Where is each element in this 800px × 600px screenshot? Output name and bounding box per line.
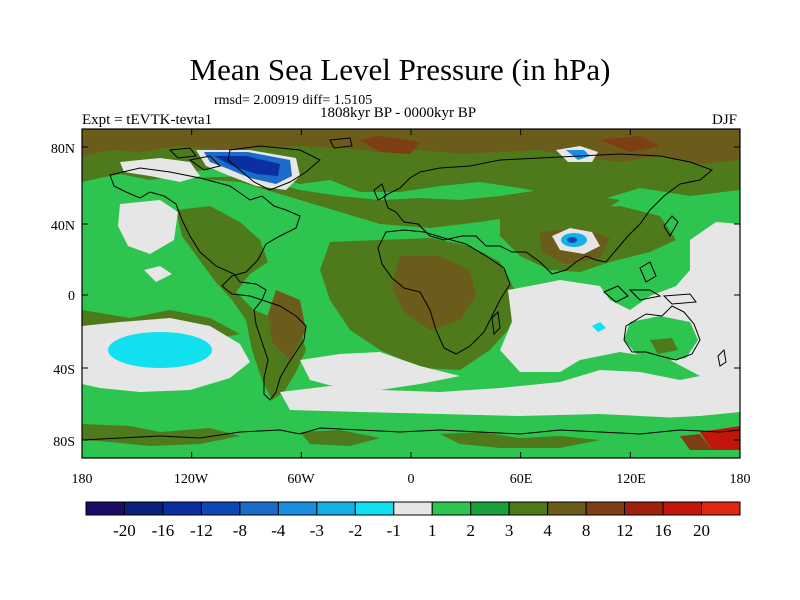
colorbar-label: -20 [113, 521, 136, 540]
lon-tick-label: 180 [730, 472, 751, 487]
colorbar-label: -16 [152, 521, 175, 540]
lon-tick-label: 120E [616, 472, 646, 487]
field-arctic-canada [120, 158, 200, 182]
field-south-atlantic [300, 352, 460, 390]
field-patch [268, 290, 306, 360]
lat-tick-label: 0 [68, 289, 75, 304]
colorbar-label: -3 [310, 521, 324, 540]
colorbar-swatch [662, 501, 703, 516]
lat-axis: 80N 40N 0 40S 80S [51, 142, 75, 450]
field-patch [650, 338, 678, 354]
coast-north-america [109, 167, 301, 301]
colorbar-swatch [701, 501, 741, 516]
coast-madagascar [491, 310, 501, 336]
coast-japan [663, 215, 679, 237]
colorbar-swatch [470, 501, 510, 516]
lon-tick-label: 180 [72, 472, 93, 487]
field-americas [176, 206, 306, 400]
colorbar-swatch [508, 501, 549, 516]
coast-greenland [227, 145, 321, 191]
colorbar-labels: -20 -16 -12 -8 -4 -3 -2 -1 1 2 3 4 8 12 16 20 [113, 521, 710, 540]
coast-arctic-islands [168, 137, 353, 171]
season-label: DJF [712, 112, 738, 128]
field-tibet-low-core [567, 237, 577, 243]
colorbar-swatch [354, 501, 395, 516]
field-patch [144, 266, 172, 282]
colorbar-label: -2 [348, 521, 362, 540]
lon-tick-label: 120W [174, 472, 209, 487]
colorbar-swatch [316, 501, 356, 516]
field-low-pacific [108, 332, 212, 368]
colorbar-label: 16 [655, 521, 672, 540]
colorbar-swatch [547, 501, 587, 516]
lat-tick-label: 80S [53, 435, 75, 450]
lon-axis: 180 120W 60W 0 60E 120E 180 [72, 472, 751, 487]
colorbar-label: -8 [233, 521, 247, 540]
coast-antarctica [82, 427, 740, 441]
field-patch [600, 136, 660, 152]
colorbar-swatch [277, 501, 318, 516]
coast-africa [377, 229, 511, 355]
lat-tick-label: 40N [51, 219, 75, 234]
colorbar-swatch [624, 501, 664, 516]
colorbar [85, 501, 741, 516]
lon-tick-label: 0 [408, 472, 415, 487]
field-patch [82, 424, 240, 446]
colorbar-label: -12 [190, 521, 213, 540]
colorbar-swatch [585, 501, 626, 516]
field-patch [680, 434, 712, 450]
experiment-label: Expt = tEVTK-tevta1 [82, 112, 213, 128]
colorbar-swatch [123, 501, 164, 516]
coast-indonesia [603, 261, 697, 305]
colorbar-swatch [162, 501, 202, 516]
coast-new-zealand [717, 348, 727, 367]
colorbar-label: 2 [466, 521, 475, 540]
colorbar-label: -1 [387, 521, 401, 540]
coast-eurasia [383, 153, 713, 275]
field-antarctic [82, 414, 740, 458]
coast-south-america [253, 299, 307, 401]
colorbar-label: 8 [582, 521, 591, 540]
lat-tick-label: 40S [53, 363, 75, 378]
field-patch [592, 322, 606, 332]
coast-australia [623, 305, 701, 361]
period-label: 1808kyr BP - 0000kyr BP [320, 105, 477, 121]
axis-ticks [81, 129, 741, 458]
field-patch [300, 430, 380, 446]
colorbar-swatch [431, 501, 472, 516]
colorbar-label: 1 [428, 521, 437, 540]
lon-tick-label: 60E [510, 472, 533, 487]
coast-british-isles [373, 183, 387, 201]
colorbar-label: -4 [271, 521, 286, 540]
field-siberia-low [566, 150, 590, 160]
colorbar-swatch [239, 501, 279, 516]
field-north-pacific [118, 200, 178, 254]
colorbar-label: 20 [693, 521, 710, 540]
colorbar-label: 12 [616, 521, 633, 540]
field-patch [360, 136, 420, 154]
field-patch [440, 432, 600, 448]
field-southern-ocean [280, 370, 740, 418]
colorbar-swatch [200, 501, 241, 516]
lat-tick-label: 80N [51, 142, 75, 157]
colorbar-label: 3 [505, 521, 514, 540]
colorbar-swatch [85, 501, 125, 516]
colorbar-swatch [393, 501, 433, 516]
colorbar-label: 4 [543, 521, 552, 540]
field-greenland-core [214, 156, 280, 176]
map-title: Mean Sea Level Pressure (in hPa) [189, 52, 611, 87]
field-patch [392, 256, 476, 330]
coastlines [82, 137, 740, 441]
stats-annotation: rmsd= 2.00919 diff= 1.5105 [214, 93, 373, 108]
lon-tick-label: 60W [287, 472, 315, 487]
contour-field [82, 129, 740, 458]
